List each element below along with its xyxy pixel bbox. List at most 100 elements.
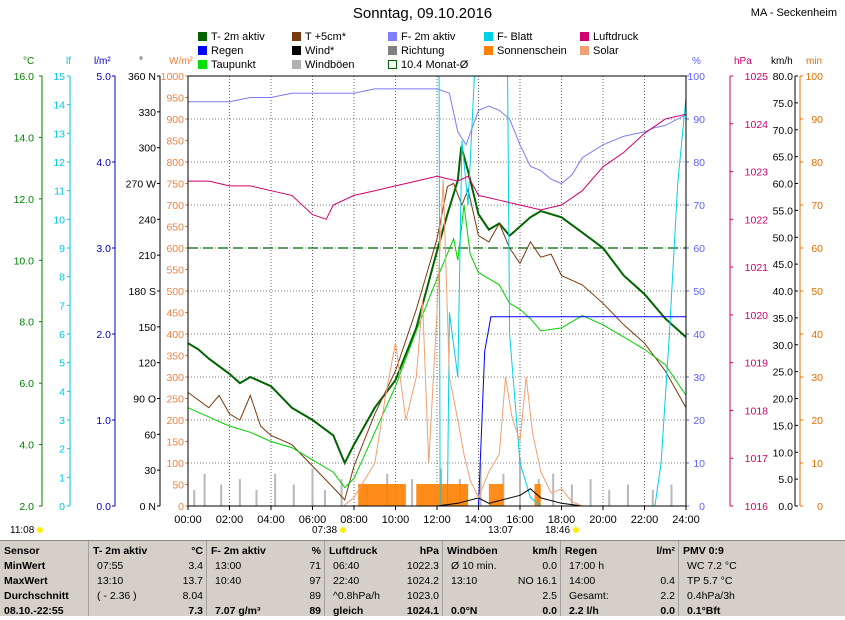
legend-label: Sonnenschein xyxy=(497,45,567,57)
series-taupunkt xyxy=(187,204,687,489)
tick-label-lf: 9 xyxy=(59,243,65,255)
table-col-pmv: PMV 0:9 WC 7.2 °C TP 5.7 °C 0.4hPa/3h 0.1°Bf… xyxy=(678,541,797,617)
tick-label-wind: 65.0 xyxy=(773,152,794,164)
tick-label-press: 1017 xyxy=(745,453,769,465)
legend-item: Solar xyxy=(580,45,619,57)
tick-label-min: 100 xyxy=(805,71,823,83)
table-col-sensor: Sensor MinWert MaxWert Durchschnitt 08.1… xyxy=(0,541,88,617)
gust-bar xyxy=(552,473,555,506)
plot-frame xyxy=(187,75,687,507)
legend-item: Wind* xyxy=(292,45,334,57)
table-col-press: Luftdruck hPa 06:40 1022.3 22:40 1024.2 ^0.8hP… xyxy=(324,541,443,617)
tick-label-lf: 1 xyxy=(59,472,65,484)
tick-label-dir: 240 xyxy=(138,214,156,226)
gust-bar xyxy=(651,489,654,506)
legend-swatch xyxy=(292,32,301,41)
tick-label-rain: 1.0 xyxy=(96,415,111,427)
axis-unit-min: min xyxy=(806,56,822,67)
tick-label-solar: 0 xyxy=(178,501,184,513)
tick-label-press: 1022 xyxy=(745,214,769,226)
tick-label-dir: 120 xyxy=(138,358,156,370)
table-cell-value: 3.4 xyxy=(188,560,203,572)
x-tick-label: 22:00 xyxy=(631,514,659,526)
table-cell-label: 22:40 xyxy=(333,575,360,587)
tick-label-rain: 3.0 xyxy=(96,243,111,255)
tick-label-solar: 750 xyxy=(166,179,184,191)
table-cell-value: 1024.1 xyxy=(406,605,439,617)
tick-label-min: 80 xyxy=(811,157,823,169)
tick-label-hum: 100 xyxy=(687,71,705,83)
tick-label-solar: 650 xyxy=(166,222,184,234)
tick-label-lf: 14 xyxy=(53,100,65,112)
sunset-time: 18:46 xyxy=(545,525,580,536)
tick-label-lf: 11 xyxy=(54,186,65,198)
table-header: Luftdruck xyxy=(329,545,378,557)
tick-label-solar: 1000 xyxy=(161,71,185,83)
sun-icon xyxy=(37,527,44,533)
x-tick-label: 24:00 xyxy=(672,514,700,526)
x-tick-label: 12:00 xyxy=(423,514,451,526)
sun-bar: 11:08 07:38 13:07 18:46 xyxy=(0,523,845,539)
gust-bar xyxy=(670,484,673,506)
table-cell-label: 0.0°N xyxy=(451,605,478,617)
legend-swatch xyxy=(580,46,589,55)
chart-title: Sonntag, 09.10.2016 xyxy=(352,5,493,22)
table-col-gust: Windböen km/h Ø 10 min. 0.0 13:10 NO 16.1 2.5 0… xyxy=(442,541,561,617)
tick-label-min: 10 xyxy=(811,458,823,470)
legend-label: T +5cm* xyxy=(305,31,347,43)
legend-item: F- Blatt xyxy=(484,31,532,43)
weather-chart: °C16.014.012.010.08.06.04.02.0lf15141312… xyxy=(14,56,824,526)
tick-label-solar: 150 xyxy=(166,437,184,449)
tick-label-solar: 250 xyxy=(166,394,184,406)
table-cell-label: 13:00 xyxy=(215,560,242,572)
tick-label-wind: 20.0 xyxy=(773,394,794,406)
tick-label-rain: 5.0 xyxy=(96,71,111,83)
table-cell-label: 10:40 xyxy=(215,575,242,587)
table-unit: % xyxy=(311,545,321,557)
legend-label: Richtung xyxy=(401,45,445,57)
legend-item: Taupunkt xyxy=(198,59,256,71)
tick-label-wind: 55.0 xyxy=(773,205,794,217)
table-header: T- 2m aktiv xyxy=(93,545,148,557)
sunshine-bar xyxy=(358,484,406,506)
tick-label-dir: 150 xyxy=(138,322,156,334)
table-cell-value: WC 7.2 °C xyxy=(687,560,737,572)
tick-label-press: 1018 xyxy=(745,405,769,417)
legend-swatch xyxy=(388,32,397,41)
tick-label-wind: 80.0 xyxy=(773,71,794,83)
tick-label-solar: 950 xyxy=(166,93,184,105)
tick-label-press: 1024 xyxy=(745,119,769,131)
tick-label-hum: 90 xyxy=(693,114,705,126)
legend-item: T +5cm* xyxy=(292,31,346,43)
tick-label-lf: 15 xyxy=(53,71,65,83)
table-cell-value: 0.0 xyxy=(542,605,557,617)
tick-label-solar: 300 xyxy=(166,372,184,384)
gust-bar xyxy=(570,484,573,506)
table-col-hum: F- 2m aktiv% 13:00 71 10:40 97 89 7.07 g/m³ 89 xyxy=(206,541,325,617)
series-luftdruck xyxy=(188,113,687,220)
tick-label-solar: 500 xyxy=(166,286,184,298)
series-f-2m-aktiv xyxy=(188,88,687,185)
tick-label-wind: 25.0 xyxy=(773,367,794,379)
x-tick-label: 10:00 xyxy=(382,514,410,526)
tick-label-solar: 50 xyxy=(172,480,184,492)
legend-item: T- 2m aktiv xyxy=(198,31,265,43)
legend-item: Richtung xyxy=(388,45,444,57)
table-cell-label: 13:10 xyxy=(97,575,124,587)
tick-label-temp: 14.0 xyxy=(14,132,35,144)
axis-unit-hum: % xyxy=(692,56,701,67)
table-cell-value: 0.4hPa/3h xyxy=(687,590,735,602)
table-cell-value: 89 xyxy=(309,590,321,602)
tick-label-rain: 4.0 xyxy=(96,157,111,169)
stats-table: Sensor MinWert MaxWert Durchschnitt 08.1… xyxy=(0,540,845,617)
tick-label-rain: 0.0 xyxy=(96,501,111,513)
tick-label-min: 60 xyxy=(811,243,823,255)
table-cell-value: 1023.0 xyxy=(406,590,439,602)
tick-label-hum: 0 xyxy=(699,501,705,513)
tick-label-min: 70 xyxy=(811,200,823,212)
tick-label-hum: 70 xyxy=(693,200,705,212)
legend-item: F- 2m aktiv xyxy=(388,31,455,43)
table-cell-value: NO 16.1 xyxy=(517,575,557,587)
x-tick-label: 06:00 xyxy=(299,514,327,526)
gust-bar xyxy=(626,484,629,506)
